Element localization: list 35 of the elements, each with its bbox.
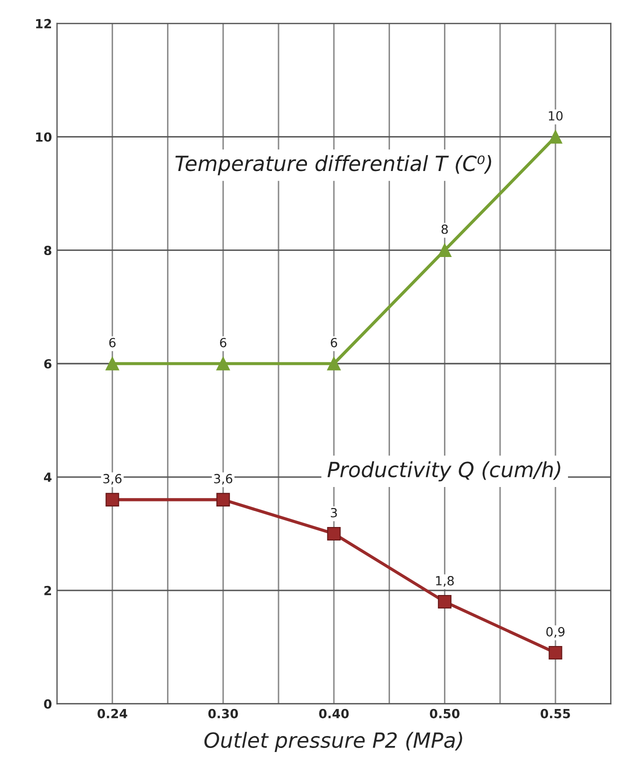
y-tick-label: 10 — [36, 132, 52, 142]
point — [438, 594, 452, 609]
y-tick-label: 4 — [44, 472, 52, 482]
y-tick-label: 2 — [44, 586, 52, 596]
series-label: Temperature differential T (C⁰) — [175, 155, 492, 176]
point — [438, 243, 452, 258]
data-label: 6 — [109, 338, 116, 348]
x-tick-label: 0.30 — [208, 708, 238, 718]
point — [548, 646, 562, 660]
data-label: 10 — [548, 111, 563, 121]
x-tick-label: 0.55 — [540, 708, 570, 718]
x-tick-label: 0.40 — [319, 708, 349, 718]
point — [106, 356, 120, 370]
point — [216, 492, 230, 506]
data-label: 6 — [330, 338, 338, 348]
y-tick-label: 8 — [44, 246, 52, 256]
text: Productivity Q (cum/h) — [328, 461, 560, 482]
data-label: 3,6 — [214, 474, 232, 485]
y-tick-label: 6 — [44, 359, 52, 369]
data-label: 3,6 — [103, 474, 122, 485]
point — [548, 130, 562, 144]
point — [216, 356, 230, 370]
point — [327, 356, 341, 370]
data-label: 0,9 — [546, 627, 565, 638]
data-label: 8 — [442, 224, 448, 234]
x-tick-label: 0.24 — [98, 708, 128, 718]
data-label: 1,8 — [436, 576, 454, 587]
point — [327, 526, 341, 540]
y-tick-label: 12 — [36, 18, 52, 28]
x-tick-label: 0.50 — [430, 708, 460, 718]
data-label: 6 — [220, 338, 226, 348]
y-tick-label: 0 — [44, 699, 52, 709]
data-label: 3 — [330, 508, 337, 518]
point — [106, 492, 120, 506]
x-axis-title: Outlet pressure P2 (MPa) — [204, 732, 462, 752]
